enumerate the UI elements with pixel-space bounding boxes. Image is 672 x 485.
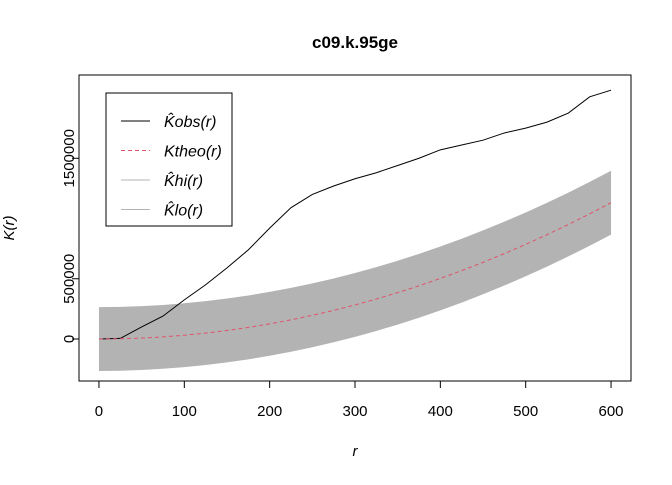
x-tick-label: 200 bbox=[257, 403, 282, 420]
chart-title: c09.k.95ge bbox=[312, 33, 398, 52]
series-line bbox=[98, 202, 612, 340]
series-line bbox=[98, 89, 612, 340]
legend-label: K̂obs(r) bbox=[164, 111, 216, 131]
y-tick-label: 0 bbox=[61, 335, 78, 343]
y-tick-label: 1500000 bbox=[61, 129, 78, 187]
x-tick-label: 100 bbox=[172, 403, 197, 420]
y-tick-label: 500000 bbox=[61, 254, 78, 304]
x-axis-label: r bbox=[353, 443, 359, 460]
x-tick-label: 500 bbox=[513, 403, 538, 420]
x-tick-label: 600 bbox=[599, 403, 624, 420]
y-axis-label: K(r) bbox=[1, 216, 18, 241]
legend-label: Ktheo(r) bbox=[164, 144, 222, 161]
envelope-band bbox=[98, 170, 612, 371]
x-tick-label: 300 bbox=[342, 403, 367, 420]
legend-label: K̂lo(r) bbox=[164, 200, 203, 220]
x-tick-label: 0 bbox=[95, 403, 103, 420]
legend-label: K̂hi(r) bbox=[164, 170, 203, 190]
x-tick-label: 400 bbox=[428, 403, 453, 420]
legend-box bbox=[105, 92, 233, 227]
